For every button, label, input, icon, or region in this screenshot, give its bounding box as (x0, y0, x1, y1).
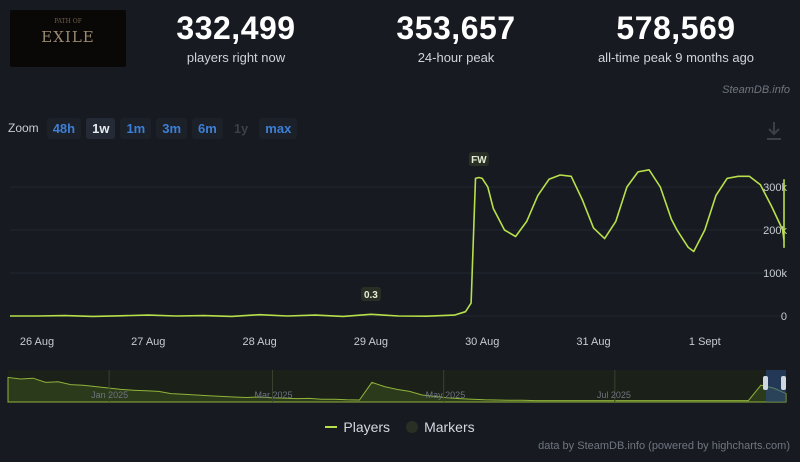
legend-markers-label: Markers (424, 419, 475, 435)
x-tick-label: 29 Aug (354, 336, 388, 348)
stat-label: 24-hour peak (417, 50, 495, 65)
stat-value: 353,657 (396, 10, 516, 46)
stat-value: 578,569 (616, 10, 736, 46)
zoom-6m-button[interactable]: 6m (192, 117, 223, 139)
stat-label: all-time peak 9 months ago (597, 50, 755, 65)
marker-box (468, 152, 489, 167)
legend-markers[interactable]: Markers (406, 419, 475, 435)
marker-flag: FW (468, 152, 489, 167)
stat-value: 332,499 (176, 10, 296, 46)
series-line (10, 169, 785, 318)
zoom-max-button[interactable]: max (259, 117, 298, 139)
navigator-label: Jul 2025 (597, 390, 631, 400)
legend-dot-icon (406, 421, 419, 433)
marker-label: 0.3 (364, 290, 378, 301)
stat-label: players right now (186, 50, 286, 65)
navigator-handle-left (763, 376, 768, 390)
y-tick-label: 100k (763, 268, 787, 280)
x-tick-label: 26 Aug (20, 336, 54, 348)
zoom-bar: Zoom 48h 1w 1m 3m 6m 1y max (8, 116, 302, 140)
game-logo: PATH OF EXILE (10, 10, 126, 67)
x-tick-label: 30 Aug (465, 336, 499, 348)
zoom-1w-button[interactable]: 1w (86, 117, 116, 139)
players-series-line (10, 169, 785, 318)
y-tick-label: 300k (763, 182, 787, 194)
x-tick-label: 31 Aug (576, 336, 610, 348)
stat-all-time-peak: 578,569 all-time peak 9 months ago (586, 8, 766, 65)
legend-line-icon (325, 426, 338, 428)
stat-current-players: 332,499 players right now (146, 8, 326, 65)
zoom-48h-button[interactable]: 48h (46, 117, 82, 139)
legend-players[interactable]: Players (325, 419, 390, 435)
stats-header: PATH OF EXILE 332,499 players right now … (0, 0, 800, 80)
marker-box (360, 287, 381, 301)
markers: 0.3 FW (360, 152, 489, 301)
x-axis: 26 Aug 27 Aug 28 Aug 29 Aug 30 Aug 31 Aug 1 Se… (20, 336, 721, 348)
x-tick-label: 27 Aug (131, 336, 165, 348)
zoom-label: Zoom (8, 121, 39, 135)
legend-players-label: Players (343, 419, 391, 435)
zoom-1m-button[interactable]: 1m (120, 117, 152, 139)
marker-flag: 0.3 (360, 287, 381, 301)
grid-lines (10, 186, 784, 317)
download-icon[interactable] (764, 120, 784, 142)
navigator: Jan 2025 Mar 2025 May 2025 Jul 2025 (7, 370, 787, 403)
marker-label: FW (471, 155, 487, 166)
stat-24h-peak: 353,657 24-hour peak (366, 8, 546, 65)
navigator-label: Jan 2025 (91, 390, 128, 400)
navigator-series (7, 376, 787, 403)
zoom-3m-button[interactable]: 3m (156, 117, 188, 139)
navigator-label: May 2025 (426, 390, 466, 400)
navigator-handle-right (781, 376, 786, 390)
logo-title: EXILE (41, 28, 95, 46)
x-tick-label: 1 Sept (689, 336, 721, 348)
logo-subtitle: PATH OF (54, 18, 82, 25)
zoom-1y-button: 1y (233, 120, 249, 136)
data-credit[interactable]: data by SteamDB.info (powered by highcha… (538, 440, 790, 452)
chart-legend: Players Markers (0, 418, 800, 436)
steamdb-credit[interactable]: SteamDB.info (722, 84, 790, 96)
x-tick-label: 28 Aug (242, 336, 276, 348)
navigator-label: Mar 2025 (255, 390, 293, 400)
y-tick-label: 0 (781, 311, 787, 323)
